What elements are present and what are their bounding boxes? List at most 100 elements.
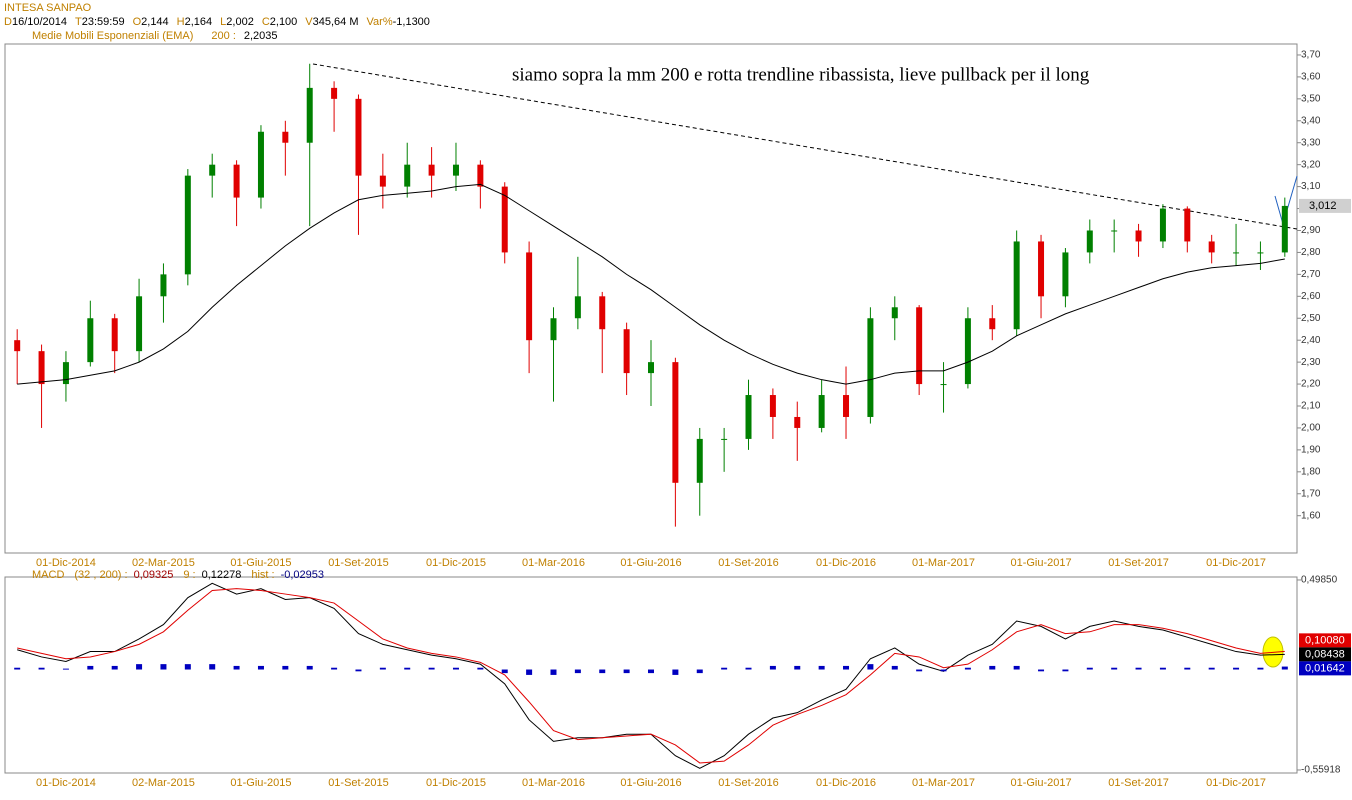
hist-bar (818, 665, 825, 670)
macd-panel (4, 576, 1298, 774)
y-tick-label: 2,10 (1301, 401, 1321, 412)
x-tick-label: 01-Dic-2017 (1206, 557, 1266, 569)
candle-body (62, 362, 69, 385)
candle-body (209, 164, 216, 176)
candle-body (1233, 252, 1240, 254)
candle-body (233, 164, 240, 198)
readout-key: (32 , 200) : (74, 569, 127, 581)
hist-bar (1233, 667, 1240, 670)
hist-bar (1013, 665, 1020, 670)
readout-value: 0,09325 (134, 569, 174, 581)
hist-bar (282, 665, 289, 670)
hist-bar (14, 667, 21, 670)
hist-bar (184, 664, 191, 670)
x-tick-label: 01-Dic-2016 (816, 777, 876, 789)
hist-bar (794, 665, 801, 670)
hist-bar (574, 669, 581, 674)
hist-bar (623, 669, 630, 674)
x-tick-label: 01-Dic-2015 (426, 557, 486, 569)
candle-body (379, 175, 386, 187)
candle-body (428, 164, 435, 176)
x-tick-label: 01-Set-2017 (1108, 777, 1169, 789)
price-panel (4, 43, 1298, 554)
y-tick-label: 2,70 (1301, 269, 1321, 280)
hist-bar (477, 667, 484, 670)
candle-body (257, 131, 264, 198)
x-tick-label: 01-Mar-2017 (912, 557, 975, 569)
hist-bar (648, 669, 654, 674)
hist-bar (867, 664, 874, 670)
info-key: C (262, 16, 270, 28)
candle-body (1111, 230, 1118, 232)
info-value: 2,100 (270, 16, 298, 28)
candle-body (940, 384, 947, 386)
candle-body (1038, 241, 1045, 297)
candle-body (1135, 230, 1142, 242)
last-value-label: 0,01642 (1305, 662, 1345, 674)
info-key: T (75, 16, 82, 28)
hist-bar (1038, 669, 1045, 672)
y-tick-label: 3,40 (1301, 115, 1321, 126)
candle-body (1062, 252, 1069, 297)
candle-body (745, 395, 752, 439)
candle-body (891, 307, 898, 319)
ema-name: Medie Mobili Esponenziali (EMA) (32, 30, 193, 42)
info-key: H (177, 16, 185, 28)
hist-bar (38, 667, 45, 670)
y-tick-label: 3,50 (1301, 93, 1321, 104)
candle-body (1208, 241, 1215, 253)
hist-bar (1111, 667, 1118, 670)
candle-body (1159, 208, 1166, 242)
x-tick-label: 01-Set-2017 (1108, 557, 1169, 569)
hist-bar (209, 664, 216, 670)
x-tick-label: 01-Giu-2016 (620, 777, 681, 789)
candle-body (526, 252, 533, 341)
hist-bar (1257, 667, 1264, 670)
candle-body (574, 296, 581, 319)
last-value-label: 0,08438 (1305, 648, 1345, 660)
x-tick-label: 01-Giu-2015 (230, 557, 291, 569)
ema-period: 200 : (211, 30, 235, 42)
y-tick-label: 1,60 (1301, 510, 1321, 521)
candle-body (550, 318, 557, 341)
hist-bar (501, 669, 508, 674)
info-key: L (220, 16, 226, 28)
candle-body (1184, 208, 1191, 242)
hist-bar (428, 667, 435, 670)
candle-body (160, 274, 167, 297)
info-key: Var% (367, 16, 393, 28)
candle-body (818, 395, 825, 428)
candle-body (696, 438, 703, 483)
chart-title: INTESA SANPAO (4, 2, 92, 14)
candle-body (916, 307, 923, 385)
info-value: 2,002 (226, 16, 254, 28)
hist-bar (599, 669, 606, 674)
candle-body (599, 296, 606, 330)
hist-bar (379, 667, 386, 670)
candle-body (111, 318, 118, 352)
x-tick-label: 01-Dic-2014 (36, 557, 96, 569)
hist-bar (1135, 667, 1142, 670)
candle-body (672, 362, 679, 483)
candle-body (1013, 241, 1020, 330)
y-tick-label: 2,80 (1301, 247, 1321, 258)
candle-body (477, 164, 484, 187)
hist-bar (257, 665, 264, 670)
candle-body (38, 351, 45, 385)
hist-bar (136, 664, 143, 670)
hist-bar (1281, 666, 1288, 670)
candle-body (1086, 230, 1093, 253)
candle-body (648, 362, 654, 374)
candle-body (87, 318, 94, 363)
y-tick-label: 3,30 (1301, 137, 1321, 148)
hist-bar (1086, 667, 1093, 670)
candle-body (452, 164, 459, 176)
hist-bar (160, 664, 167, 670)
hist-bar (696, 669, 703, 674)
y-tick-label: 1,90 (1301, 445, 1321, 456)
y-tick-label: 3,20 (1301, 159, 1321, 170)
info-value: 2,164 (185, 16, 213, 28)
candle-body (623, 329, 630, 374)
y-tick-label: 3,70 (1301, 50, 1321, 61)
candle-body (306, 87, 313, 143)
